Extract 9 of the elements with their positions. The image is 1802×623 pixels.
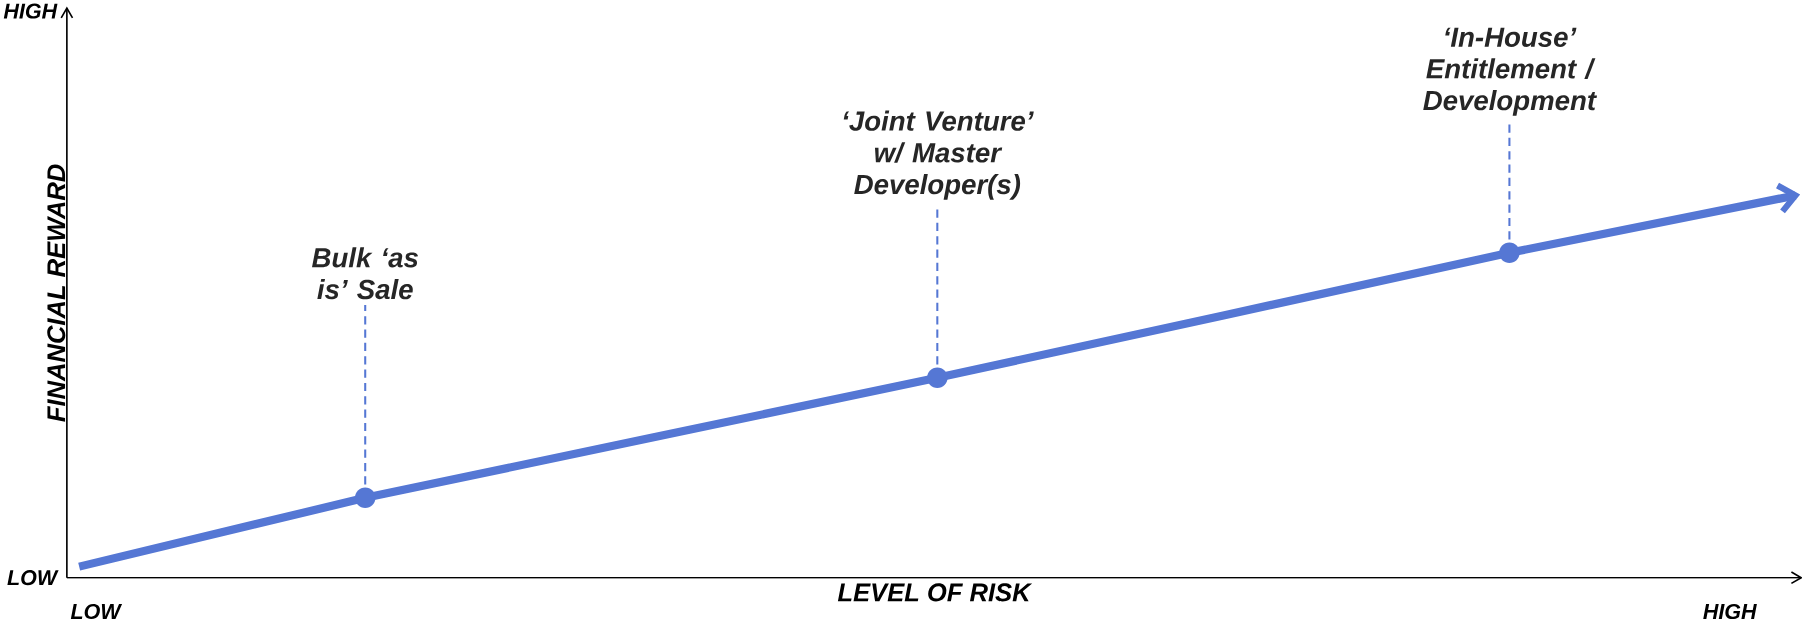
annotation: ‘Joint Venture’ w/ Master Developer(s) bbox=[843, 110, 1034, 200]
text: LOW bbox=[7, 570, 59, 586]
text: LOW bbox=[70, 604, 123, 620]
y-axis-title: FINANCIAL REWARD bbox=[47, 164, 66, 422]
annotation: ‘In-House’ Entitlement / Development bbox=[1423, 27, 1598, 117]
x-axis-title: LEVEL OF RISK bbox=[837, 583, 1033, 602]
text: HIGH bbox=[3, 3, 58, 19]
annotation: Bulk ‘as is’ Sale bbox=[312, 247, 418, 300]
text: HIGH bbox=[1703, 604, 1757, 620]
